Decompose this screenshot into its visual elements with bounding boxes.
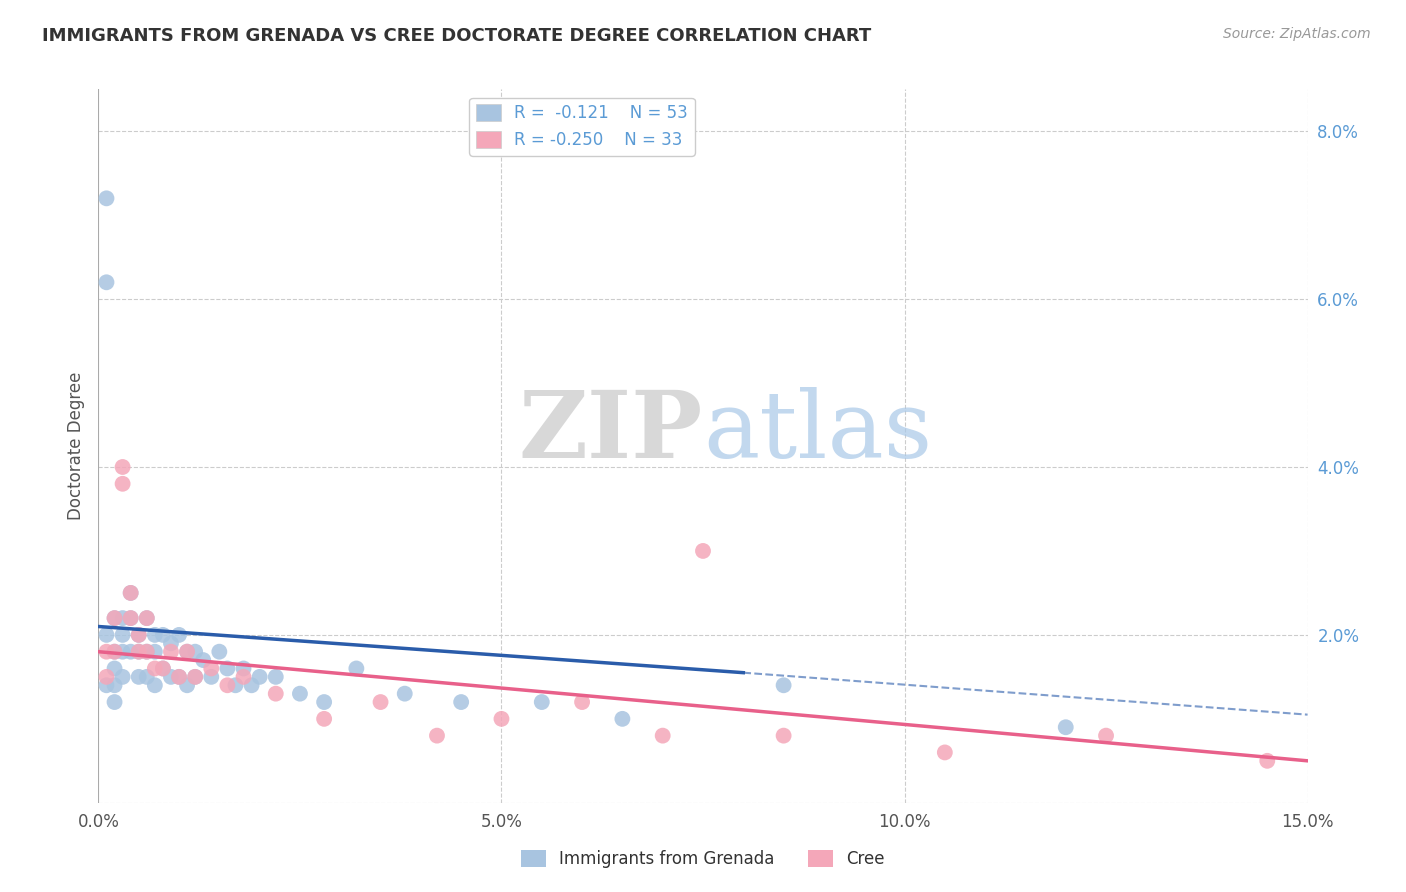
Point [96,645,118,659]
Point [167,670,190,684]
Point [232,670,254,684]
Point [224,678,246,692]
Text: ZIP: ZIP [519,387,703,476]
Point [651,729,673,743]
Point [111,476,134,491]
Point [135,645,157,659]
Point [288,687,311,701]
Point [111,460,134,475]
Point [160,670,183,684]
Point [143,645,166,659]
Point [344,661,367,675]
Point [135,670,157,684]
Point [96,275,118,289]
Point [152,661,174,675]
Point [103,645,125,659]
Text: Source: ZipAtlas.com: Source: ZipAtlas.com [1223,27,1371,41]
Point [96,191,118,205]
Point [135,645,157,659]
Point [143,661,166,675]
Point [167,670,190,684]
Point [103,645,125,659]
Point [103,611,125,625]
Point [103,611,125,625]
Point [128,645,150,659]
Point [143,628,166,642]
Legend: Immigrants from Grenada, Cree: Immigrants from Grenada, Cree [515,843,891,875]
Point [120,586,142,600]
Point [111,628,134,642]
Point [152,628,174,642]
Point [217,678,239,692]
Point [184,670,207,684]
Point [571,695,593,709]
Point [120,611,142,625]
Point [152,661,174,675]
Point [394,687,416,701]
Point [96,678,118,692]
Point [450,695,472,709]
Point [128,670,150,684]
Point [135,611,157,625]
Point [1054,720,1077,734]
Point [217,661,239,675]
Point [111,670,134,684]
Point [96,670,118,684]
Point [772,678,794,692]
Point [143,678,166,692]
Point [264,687,287,701]
Legend: R =  -0.121    N = 53, R = -0.250    N = 33: R = -0.121 N = 53, R = -0.250 N = 33 [470,97,695,155]
Point [103,695,125,709]
Point [167,628,190,642]
Point [120,611,142,625]
Point [530,695,553,709]
Point [1256,754,1278,768]
Point [612,712,634,726]
Point [184,670,207,684]
Point [120,645,142,659]
Point [1095,729,1118,743]
Point [103,678,125,692]
Point [160,645,183,659]
Point [370,695,392,709]
Text: atlas: atlas [703,387,932,476]
Point [240,678,263,692]
Point [426,729,449,743]
Point [128,645,150,659]
Point [128,628,150,642]
Point [200,661,222,675]
Point [111,645,134,659]
Point [193,653,215,667]
Point [232,661,254,675]
Point [772,729,794,743]
Point [692,544,714,558]
Point [176,678,198,692]
Y-axis label: Doctorate Degree: Doctorate Degree [66,372,84,520]
Point [491,712,513,726]
Point [160,636,183,650]
Point [184,645,207,659]
Point [120,586,142,600]
Point [176,645,198,659]
Point [128,628,150,642]
Text: IMMIGRANTS FROM GRENADA VS CREE DOCTORATE DEGREE CORRELATION CHART: IMMIGRANTS FROM GRENADA VS CREE DOCTORAT… [42,27,872,45]
Point [208,645,231,659]
Point [934,746,956,760]
Point [249,670,271,684]
Point [200,670,222,684]
Point [111,611,134,625]
Point [314,695,336,709]
Point [103,661,125,675]
Point [96,628,118,642]
Point [264,670,287,684]
Point [135,611,157,625]
Point [314,712,336,726]
Point [176,645,198,659]
